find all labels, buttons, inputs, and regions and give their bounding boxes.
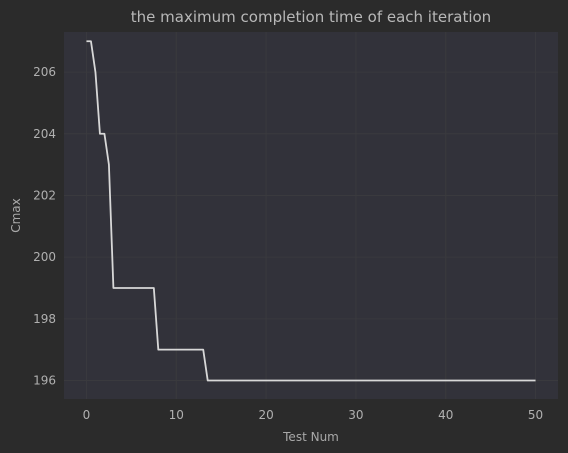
y-tick-label: 198 [33, 312, 56, 326]
x-tick-label: 40 [438, 408, 453, 422]
y-tick-label: 202 [33, 188, 56, 202]
y-tick-label: 200 [33, 250, 56, 264]
y-tick-label: 206 [33, 65, 56, 79]
y-axis-label: Cmax [9, 198, 23, 233]
x-tick-label: 10 [169, 408, 184, 422]
chart-title: the maximum completion time of each iter… [131, 8, 491, 26]
x-axis-label: Test Num [282, 430, 339, 444]
y-tick-label: 196 [33, 373, 56, 387]
x-tick-label: 30 [348, 408, 363, 422]
x-tick-label: 20 [258, 408, 273, 422]
x-tick-label: 0 [83, 408, 91, 422]
axis-ticks: 0 10 20 30 40 50 196 198 200 202 204 206 [33, 65, 543, 422]
plot-area [64, 32, 558, 399]
series-line [86, 40, 536, 382]
y-tick-label: 204 [33, 127, 56, 141]
series-layer [86, 40, 536, 382]
x-tick-label: 50 [528, 408, 543, 422]
grid-lines [64, 32, 558, 399]
